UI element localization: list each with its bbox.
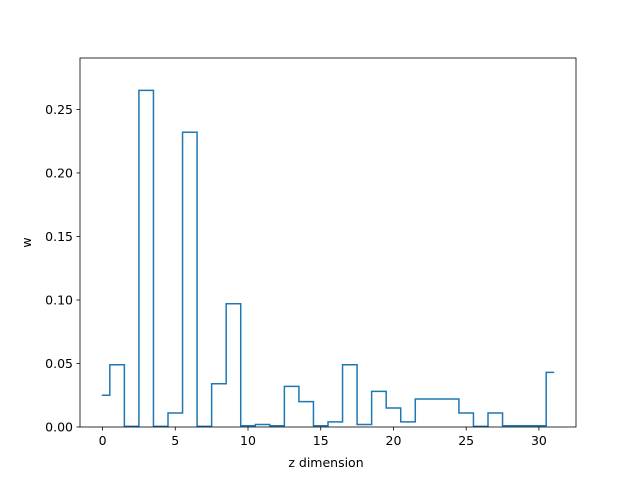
x-axis-label: z dimension	[288, 455, 363, 470]
x-tick-label: 20	[386, 433, 402, 448]
y-tick-label: 0.15	[45, 229, 73, 244]
plot-background	[80, 58, 576, 427]
y-tick-label: 0.00	[45, 420, 73, 435]
x-axis-ticks: 0 5 10 15 20 25 30	[99, 427, 547, 448]
x-tick-label: 25	[458, 433, 474, 448]
x-tick-label: 15	[313, 433, 329, 448]
y-tick-label: 0.25	[45, 102, 73, 117]
plot-area	[80, 58, 576, 427]
x-tick-label: 30	[531, 433, 547, 448]
series-layer	[101, 89, 555, 428]
y-axis-label: w	[19, 237, 34, 247]
axes-spines	[79, 57, 577, 428]
x-tick-label: 10	[240, 433, 256, 448]
y-axis-ticks: 0.00 0.05 0.10 0.15 0.20 0.25	[45, 102, 80, 435]
axes-frame	[79, 57, 577, 428]
x-tick-label: 5	[171, 433, 179, 448]
y-tick-label: 0.20	[45, 165, 73, 180]
series-line-0	[101, 89, 555, 428]
y-tick-label: 0.05	[45, 356, 73, 371]
y-tick-label: 0.10	[45, 292, 73, 307]
x-tick-label: 0	[99, 433, 107, 448]
